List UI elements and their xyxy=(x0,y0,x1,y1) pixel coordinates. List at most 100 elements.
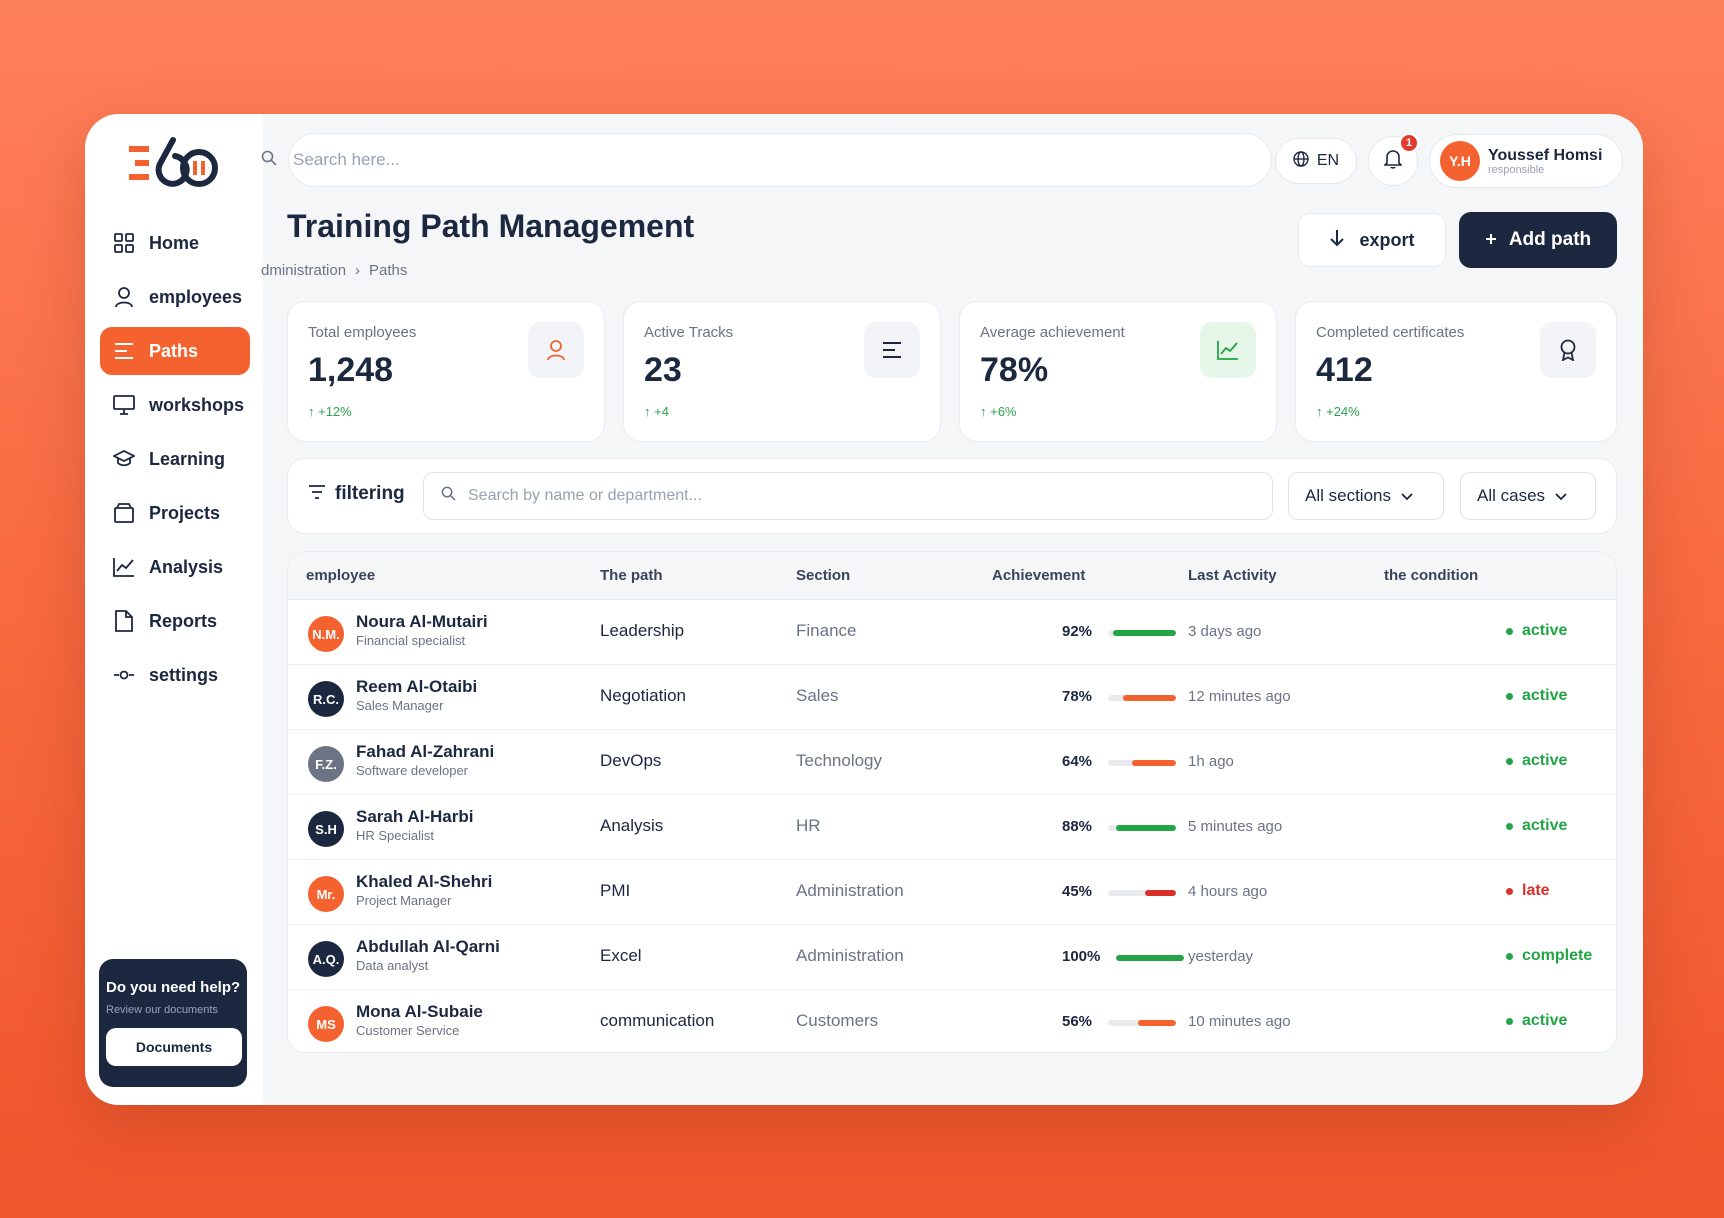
employee-role: Project Manager xyxy=(356,893,452,908)
stat-label: Total employees xyxy=(308,324,417,341)
table-row[interactable]: N.M. Noura Al-Mutairi Financial specialist… xyxy=(288,600,1616,665)
column-header[interactable]: Achievement xyxy=(992,567,1086,584)
status-badge: late xyxy=(1506,882,1550,900)
sidebar-item-settings[interactable]: settings xyxy=(100,651,250,699)
status-dot xyxy=(1506,887,1513,895)
user-icon xyxy=(528,322,584,378)
status-label: active xyxy=(1522,687,1568,704)
stat-card-active-tracks: Active Tracks 23 ↑ +4 xyxy=(623,301,941,442)
sidebar-item-reports[interactable]: Reports xyxy=(100,597,250,645)
achievement-bar xyxy=(1108,630,1176,636)
cases-dropdown[interactable]: All cases xyxy=(1460,472,1596,520)
achievement-bar xyxy=(1116,955,1184,961)
employee-name[interactable]: Fahad Al-Zahrani xyxy=(356,742,495,761)
sidebar-item-paths[interactable]: Paths xyxy=(100,327,250,375)
breadcrumb-item[interactable]: dministration xyxy=(261,262,347,279)
avatar: R.C. xyxy=(308,681,344,717)
chart-line-icon xyxy=(113,556,135,578)
sidebar-item-learning[interactable]: Learning xyxy=(100,435,250,483)
sidebar-item-label: Projects xyxy=(149,502,221,523)
sidebar-item-label: Home xyxy=(149,232,200,253)
path-cell: communication xyxy=(600,1011,715,1030)
employee-role: Software developer xyxy=(356,763,469,778)
employee-name[interactable]: Reem Al-Otaibi xyxy=(356,677,478,696)
achievement-bar-fill xyxy=(1137,1020,1176,1026)
user-menu[interactable]: Y.H Youssef Homsi responsible xyxy=(1429,134,1623,188)
sidebar-item-workshops[interactable]: workshops xyxy=(100,381,250,429)
path-cell: DevOps xyxy=(600,751,662,770)
achievement-percent: 64% xyxy=(1062,753,1093,770)
employee-name[interactable]: Sarah Al-Harbi xyxy=(356,807,474,826)
table-row[interactable]: MS Mona Al-Subaie Customer Service communic… xyxy=(288,990,1616,1052)
achievement-bar-fill xyxy=(1145,890,1176,896)
plus-icon xyxy=(1485,229,1497,251)
sidebar-item-employees[interactable]: employees xyxy=(100,273,250,321)
table-row[interactable]: S.H Sarah Al-Harbi HR Specialist Analysis HR… xyxy=(288,795,1616,860)
add-path-button[interactable]: Add path xyxy=(1459,212,1617,268)
sidebar-item-label: employees xyxy=(149,286,243,307)
sidebar-item-home[interactable]: Home xyxy=(100,219,250,267)
sidebar-item-analysis[interactable]: Analysis xyxy=(100,543,250,591)
employee-name[interactable]: Abdullah Al-Qarni xyxy=(356,937,500,956)
avatar: F.Z. xyxy=(308,746,344,782)
global-search xyxy=(288,133,1272,187)
avatar: N.M. xyxy=(308,616,344,652)
column-header[interactable]: Section xyxy=(796,567,851,584)
table-row[interactable]: R.C. Reem Al-Otaibi Sales Manager Negotiati… xyxy=(288,665,1616,730)
employee-name[interactable]: Noura Al-Mutairi xyxy=(356,612,488,631)
achievement-percent: 88% xyxy=(1062,818,1093,835)
filter-label[interactable]: filtering xyxy=(308,483,405,505)
stat-value: 1,248 xyxy=(308,351,394,389)
status-dot xyxy=(1506,627,1513,635)
section-cell: Technology xyxy=(796,751,883,770)
avatar: Mr. xyxy=(308,876,344,912)
stat-card-completed-certificates: Completed certificates 412 ↑ +24% xyxy=(1295,301,1617,442)
user-name: Youssef Homsi xyxy=(1488,146,1603,164)
employee-name[interactable]: Mona Al-Subaie xyxy=(356,1002,483,1021)
sections-dropdown[interactable]: All sections xyxy=(1288,472,1444,520)
column-header[interactable]: employee xyxy=(306,567,376,584)
achievement-bar-fill xyxy=(1132,760,1176,766)
documents-button[interactable]: Documents xyxy=(106,1028,242,1066)
filter-text: filtering xyxy=(335,483,405,504)
search-input[interactable] xyxy=(293,150,1271,170)
stat-value: 23 xyxy=(644,351,682,389)
add-path-label: Add path xyxy=(1508,229,1592,250)
column-header[interactable]: The path xyxy=(600,567,663,584)
section-cell: Finance xyxy=(796,621,857,640)
last-activity-cell: yesterday xyxy=(1188,948,1254,965)
achievement-bar xyxy=(1108,695,1176,701)
status-badge: active xyxy=(1506,687,1567,705)
grid-icon xyxy=(113,232,135,254)
section-cell: Administration xyxy=(796,946,904,965)
table-row[interactable]: A.Q. Abdullah Al-Qarni Data analyst Excel Ad… xyxy=(288,925,1616,990)
filter-search-input[interactable] xyxy=(468,487,1216,505)
status-dot xyxy=(1506,757,1513,765)
stat-delta: ↑ +6% xyxy=(980,404,1017,419)
status-dot xyxy=(1506,822,1513,830)
employee-name[interactable]: Khaled Al-Shehri xyxy=(356,872,493,891)
section-cell: HR xyxy=(796,816,821,835)
column-header[interactable]: Last Activity xyxy=(1188,567,1277,584)
employee-role: Data analyst xyxy=(356,958,429,973)
section-cell: Customers xyxy=(796,1011,879,1030)
logo[interactable] xyxy=(127,134,227,196)
help-box: Do you need help? Review our documents D… xyxy=(99,959,247,1087)
notifications-button[interactable]: 1 xyxy=(1368,133,1419,186)
breadcrumb-current: Paths xyxy=(369,262,408,279)
employee-role: Financial specialist xyxy=(356,633,466,648)
filter-bar: filtering All sections All cases xyxy=(287,458,1617,534)
table-row[interactable]: Mr. Khaled Al-Shehri Project Manager PMI Adm… xyxy=(288,860,1616,925)
achievement-bar xyxy=(1108,760,1176,766)
column-header[interactable]: the condition xyxy=(1384,567,1479,584)
sidebar-item-projects[interactable]: Projects xyxy=(100,489,250,537)
language-label: EN xyxy=(1316,152,1340,169)
help-title: Do you need help? xyxy=(106,979,241,996)
table-row[interactable]: F.Z. Fahad Al-Zahrani Software developer De… xyxy=(288,730,1616,795)
employee-role: Sales Manager xyxy=(356,698,444,713)
achievement-percent: 45% xyxy=(1062,883,1093,900)
chart-line-icon xyxy=(1200,322,1256,378)
export-button[interactable]: export xyxy=(1298,213,1446,267)
language-button[interactable]: EN xyxy=(1275,138,1357,184)
achievement-percent: 56% xyxy=(1062,1013,1093,1030)
